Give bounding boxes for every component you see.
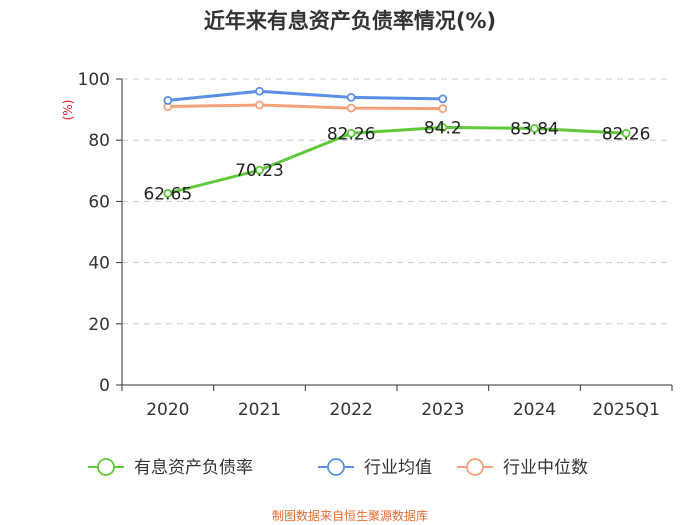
- x-tick-label-2020: 2020: [146, 400, 189, 420]
- legend-swatch-marker-industry_avg: [327, 458, 345, 476]
- y-tick-label-0: 0: [99, 376, 110, 396]
- grid-lines: [122, 78, 672, 325]
- legend-label-industry_avg: 行业均值: [364, 458, 432, 478]
- data-label-2021: 70.23: [235, 161, 284, 181]
- data-labels: 62.65 70.23 82.26 84.2 83.84 82.26: [143, 118, 650, 204]
- point-industry_median-2023: [438, 104, 448, 114]
- legend-item-debt_ratio: 有息资产负债率: [88, 458, 253, 478]
- point-debt_ratio-2025Q1: [621, 128, 631, 138]
- y-tick-label-60: 60: [88, 192, 110, 212]
- legend-label-industry_median: 行业中位数: [503, 458, 588, 478]
- series-line-industry_avg: [167, 89, 443, 102]
- point-industry_avg-2023: [438, 94, 448, 104]
- chart-title: 近年来有息资产负债率情况(%): [204, 9, 496, 33]
- series-line-industry_median: [167, 103, 443, 111]
- legend-item-industry_avg: 行业均值: [318, 458, 432, 478]
- x-tick-label-2023: 2023: [421, 400, 464, 420]
- point-industry_avg-2021: [255, 86, 264, 96]
- data-label-2020: 62.65: [143, 184, 192, 204]
- legend-item-industry_median: 行业中位数: [457, 458, 588, 478]
- point-debt_ratio-2022: [346, 128, 356, 138]
- source-note: 制图数据来自恒生聚源数据库: [272, 508, 428, 523]
- data-label-2024: 83.84: [510, 119, 559, 139]
- data-label-2025Q1: 82.26: [602, 124, 651, 144]
- point-debt_ratio-2021: [255, 165, 264, 175]
- legend-swatch-marker-industry_median: [466, 458, 484, 476]
- x-tick-label-2022: 2022: [330, 400, 373, 420]
- x-tick-label-2024: 2024: [513, 400, 556, 420]
- point-industry_avg-2022: [346, 92, 356, 102]
- data-label-2023: 84.2: [424, 118, 462, 138]
- y-tick-label-20: 20: [88, 315, 110, 335]
- axes: 0 20 40 60 80 100 2020 2021 2022 2023 2024 2025Q1: [78, 70, 673, 420]
- legend: 有息资产负债率 行业均值 行业中位数: [88, 458, 588, 478]
- legend-swatch-marker-debt_ratio: [97, 458, 115, 476]
- point-debt_ratio-2020: [163, 188, 173, 198]
- y-axis-unit-label: (%): [61, 100, 75, 121]
- point-industry_avg-2020: [163, 96, 173, 105]
- series-line-debt_ratio: [167, 125, 627, 195]
- x-tick-label-2021: 2021: [238, 400, 281, 420]
- y-tick-label-100: 100: [78, 70, 110, 90]
- y-tick-label-40: 40: [88, 254, 110, 274]
- point-debt_ratio-2024: [530, 124, 539, 133]
- legend-label-debt_ratio: 有息资产负债率: [134, 458, 253, 478]
- series-lines: [163, 86, 631, 198]
- y-tick-label-80: 80: [88, 131, 110, 151]
- point-debt_ratio-2023: [438, 122, 448, 132]
- data-label-2022: 82.26: [327, 124, 376, 144]
- point-industry_median-2021: [255, 100, 264, 110]
- point-industry_median-2022: [346, 103, 356, 113]
- x-tick-label-2025Q1: 2025Q1: [592, 400, 659, 420]
